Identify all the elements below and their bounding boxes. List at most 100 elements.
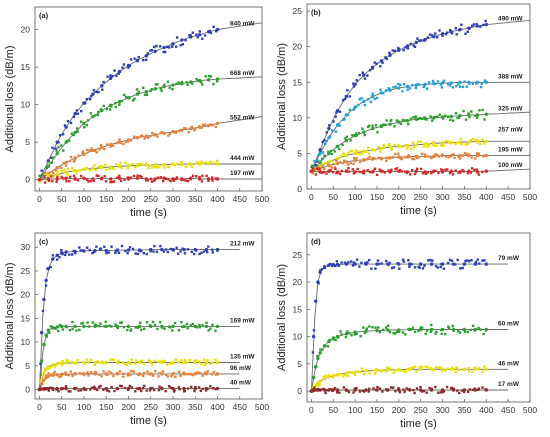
data-marker <box>47 171 51 174</box>
data-marker <box>363 390 366 393</box>
series-444-mw: 444 mW <box>37 155 262 183</box>
data-marker <box>162 179 165 183</box>
data-marker <box>182 178 185 181</box>
data-marker <box>161 359 165 362</box>
data-marker <box>149 49 152 52</box>
data-marker <box>75 386 78 390</box>
data-marker <box>355 332 358 335</box>
data-marker <box>451 173 455 176</box>
data-marker <box>346 113 350 117</box>
data-marker <box>463 80 466 83</box>
data-marker <box>168 165 171 169</box>
data-marker <box>333 150 336 153</box>
data-point <box>484 262 488 266</box>
data-marker <box>204 161 208 164</box>
data-marker <box>133 166 137 169</box>
data-marker <box>48 173 52 177</box>
data-marker <box>167 385 171 388</box>
data-marker <box>207 329 210 332</box>
data-marker <box>94 150 97 153</box>
data-marker <box>44 388 47 391</box>
data-marker <box>199 371 202 375</box>
data-point <box>171 324 175 329</box>
data-marker <box>451 386 454 390</box>
data-marker <box>186 387 190 390</box>
data-marker <box>120 244 124 248</box>
data-marker <box>473 168 476 172</box>
data-point <box>344 153 349 158</box>
data-marker <box>355 386 358 390</box>
data-marker <box>206 370 209 373</box>
data-marker <box>156 327 159 331</box>
data-marker <box>163 132 166 135</box>
y-tick-label: 20 <box>21 290 31 300</box>
data-marker <box>69 390 72 393</box>
data-marker <box>333 166 336 169</box>
data-marker <box>91 251 94 255</box>
data-marker <box>145 389 148 392</box>
data-marker <box>146 179 149 182</box>
data-marker <box>130 386 133 389</box>
data-marker <box>211 251 214 254</box>
data-marker <box>393 125 396 128</box>
data-marker <box>377 262 381 266</box>
data-marker <box>183 252 187 255</box>
y-tick-label: 15 <box>21 62 31 72</box>
data-marker <box>391 49 394 52</box>
data-marker <box>52 175 55 178</box>
data-marker <box>128 64 131 68</box>
data-marker <box>164 177 168 180</box>
data-marker <box>417 117 420 121</box>
data-marker <box>441 153 444 156</box>
data-marker <box>116 372 119 375</box>
data-marker <box>455 366 458 369</box>
data-marker <box>157 375 160 378</box>
data-marker <box>68 159 71 163</box>
series-840-mw: 840 mW <box>37 21 263 182</box>
data-marker <box>398 267 401 270</box>
data-point <box>137 386 142 391</box>
data-point <box>39 330 44 335</box>
data-marker <box>117 359 120 363</box>
data-point <box>73 111 77 116</box>
series-label: 197 mW <box>230 170 255 177</box>
data-marker <box>57 329 60 333</box>
data-point <box>423 82 427 87</box>
y-tick-label: 10 <box>21 337 31 347</box>
data-marker <box>412 366 415 369</box>
data-marker <box>329 262 332 266</box>
data-marker <box>358 390 362 393</box>
series-label: 388 mW <box>498 73 523 80</box>
data-marker <box>471 137 475 141</box>
data-marker <box>175 36 179 39</box>
data-marker <box>90 95 93 98</box>
data-marker <box>111 167 114 170</box>
data-point <box>153 49 157 54</box>
data-marker <box>343 97 347 101</box>
data-marker <box>404 170 407 173</box>
data-marker <box>100 375 103 378</box>
data-point <box>215 77 220 81</box>
data-marker <box>358 170 361 174</box>
data-marker <box>137 55 140 59</box>
x-tick-label: 500 <box>523 192 537 202</box>
data-marker <box>196 371 199 374</box>
data-marker <box>191 31 194 34</box>
data-marker <box>99 108 103 111</box>
data-marker <box>368 170 372 174</box>
data-marker <box>103 245 106 248</box>
data-marker <box>49 325 53 328</box>
data-marker <box>363 331 367 335</box>
data-marker <box>346 330 349 333</box>
data-marker <box>364 150 368 153</box>
data-point <box>117 69 122 74</box>
data-marker <box>141 387 145 390</box>
x-tick-label: 250 <box>414 192 428 202</box>
data-point <box>458 140 462 144</box>
data-marker <box>368 372 371 375</box>
data-marker <box>393 144 396 147</box>
data-marker <box>455 33 458 36</box>
data-marker <box>134 252 137 255</box>
data-marker <box>85 358 88 361</box>
data-marker <box>441 391 444 394</box>
